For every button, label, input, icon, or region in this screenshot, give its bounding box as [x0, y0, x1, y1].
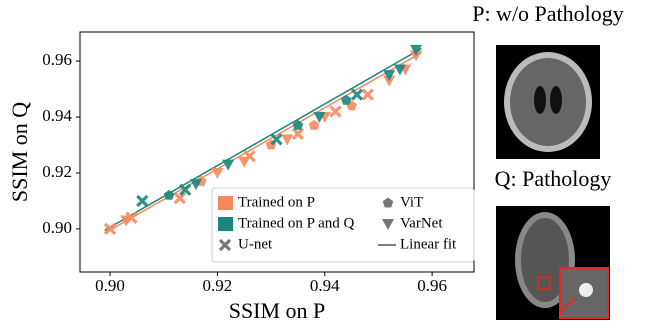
marker-triangle: [383, 75, 396, 87]
x-tick-label: 0.92: [203, 276, 233, 295]
legend-label: VarNet: [400, 215, 443, 231]
marker-triangle: [410, 50, 423, 62]
marker-pentagon: [382, 197, 394, 208]
marker-pentagon: [308, 119, 320, 130]
x-tick-label: 0.96: [417, 276, 447, 295]
marker-triangle: [211, 167, 224, 179]
marker-triangle: [382, 219, 394, 230]
marker-triangle: [238, 156, 251, 168]
x-tick-label: 0.90: [95, 276, 125, 295]
x-axis-label: SSIM on P: [229, 298, 326, 323]
legend: [211, 187, 475, 263]
legend-label: Trained on P: [238, 194, 315, 210]
marker-triangle: [281, 134, 294, 146]
y-tick-label: 0.92: [42, 162, 72, 181]
marker-triangle: [120, 215, 133, 227]
y-tick-label: 0.90: [42, 218, 72, 237]
marker-x: [136, 194, 149, 208]
mri-image: [496, 45, 600, 159]
marker-x: [218, 238, 232, 252]
y-tick-label: 0.94: [42, 106, 72, 125]
marker-triangle: [383, 70, 396, 82]
mri-image: [496, 206, 610, 320]
marker-x: [291, 127, 305, 140]
y-tick-label: 0.96: [42, 50, 72, 69]
image-title: Q: Pathology: [495, 166, 612, 191]
legend-label: Linear fit: [400, 236, 457, 252]
legend-label: Trained on P and Q: [238, 215, 355, 231]
legend-label: ViT: [400, 194, 423, 210]
marker-triangle: [189, 179, 202, 191]
marker-x: [361, 88, 374, 101]
marker-x: [103, 222, 117, 236]
marker-pentagon: [341, 94, 352, 105]
legend-swatch: [218, 217, 233, 231]
legend-swatch: [218, 196, 233, 210]
marker-x: [350, 88, 364, 101]
x-tick-label: 0.94: [310, 276, 340, 295]
legend-label: U-net: [238, 236, 273, 252]
marker-x: [270, 133, 283, 146]
fit-line: [104, 47, 422, 231]
marker-triangle: [222, 159, 235, 171]
marker-pentagon: [292, 119, 304, 130]
plot-frame: [79, 31, 475, 273]
marker-triangle: [393, 64, 406, 76]
marker-x: [173, 192, 186, 205]
marker-pentagon: [163, 189, 175, 200]
image-title: P: w/o Pathology: [472, 1, 624, 26]
marker-x: [329, 105, 342, 118]
marker-x: [179, 183, 192, 196]
marker-triangle: [410, 44, 423, 56]
fit-line: [104, 52, 422, 234]
marker-triangle: [313, 112, 326, 124]
y-axis-label: SSIM on Q: [7, 102, 32, 202]
